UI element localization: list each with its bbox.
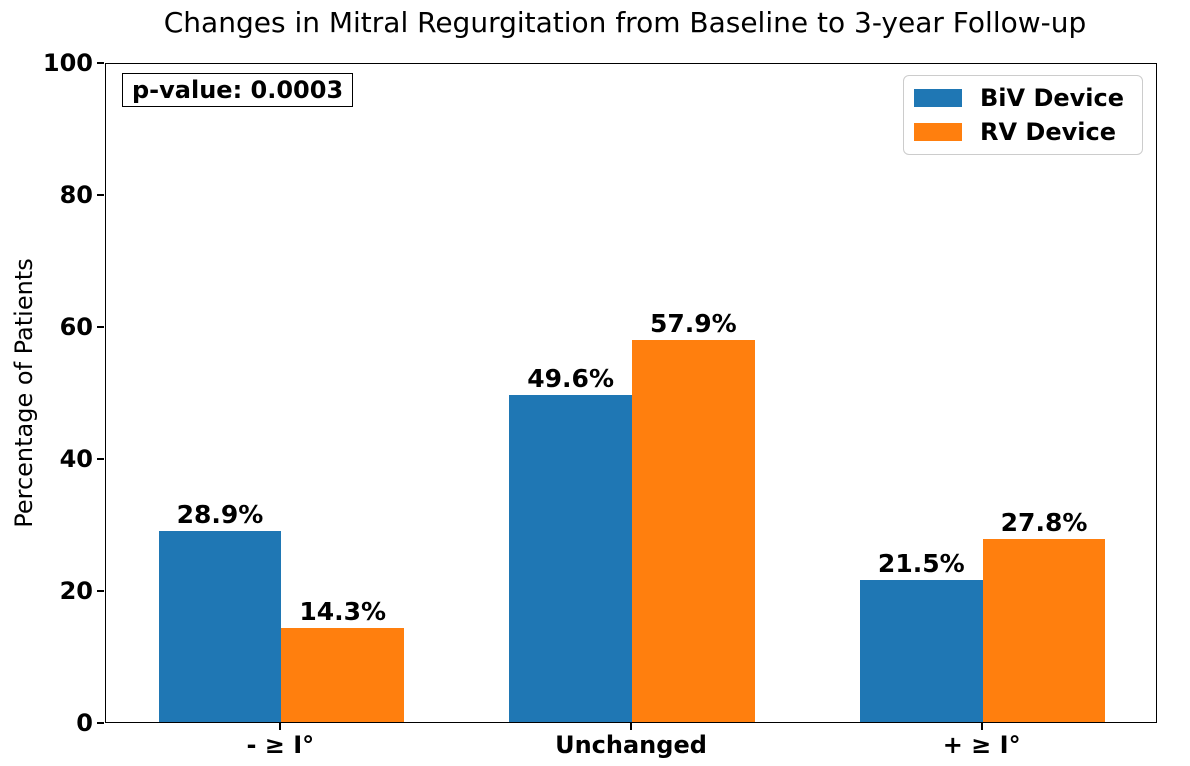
bar-rv-device-1	[632, 339, 755, 722]
bar-value-label: 49.6%	[527, 363, 614, 393]
x-tick-label: Unchanged	[555, 731, 707, 759]
x-tick-label: - ≥ I°	[246, 731, 315, 759]
x-tick-mark	[630, 723, 632, 730]
bar-value-label: 21.5%	[877, 549, 965, 579]
legend-swatch-rv-icon	[914, 123, 962, 141]
x-tick-mark	[980, 723, 983, 730]
y-tick-mark	[97, 722, 104, 724]
y-tick-mark	[97, 194, 104, 196]
bar-value-label: 28.9%	[176, 500, 264, 530]
x-tick-label: + ≥ I°	[942, 731, 1021, 759]
y-tick-label: 40	[59, 445, 93, 473]
chart-title: Changes in Mitral Regurgitation from Bas…	[163, 6, 1087, 39]
y-tick-label: 80	[59, 181, 93, 209]
y-tick-label: 20	[59, 577, 93, 605]
legend-item-biv-device: BiV Device	[914, 85, 1132, 111]
bar-biv-device-2	[859, 580, 983, 722]
legend: BiV Device RV Device	[903, 75, 1143, 155]
y-axis-label: Percentage of Patients	[10, 258, 38, 528]
y-tick-mark	[97, 62, 104, 64]
legend-label-biv-device: BiV Device	[980, 84, 1125, 112]
x-tick-mark	[279, 723, 282, 730]
bar-biv-device-0	[158, 531, 282, 722]
y-tick-mark	[97, 326, 104, 328]
y-tick-label: 100	[42, 49, 93, 77]
legend-item-rv-device: RV Device	[914, 119, 1132, 145]
legend-swatch-biv-icon	[914, 89, 962, 107]
bar-value-label: 27.8%	[1000, 507, 1088, 537]
bar-value-label: 14.3%	[299, 596, 387, 626]
y-tick-label: 60	[59, 313, 93, 341]
y-tick-mark	[97, 458, 104, 460]
legend-label-rv-device: RV Device	[980, 118, 1116, 146]
p-value-annotation: p-value: 0.0003	[122, 73, 354, 107]
y-tick-mark	[97, 590, 104, 592]
bar-rv-device-0	[281, 627, 405, 722]
bar-rv-device-2	[982, 538, 1106, 722]
bar-value-label: 57.9%	[649, 308, 737, 338]
plot-area: 28.9% 14.3% 49.6% 57.9% 21.5% 27.8%	[105, 63, 1157, 723]
bar-biv-device-1	[509, 394, 632, 722]
y-tick-label: 0	[76, 709, 93, 737]
